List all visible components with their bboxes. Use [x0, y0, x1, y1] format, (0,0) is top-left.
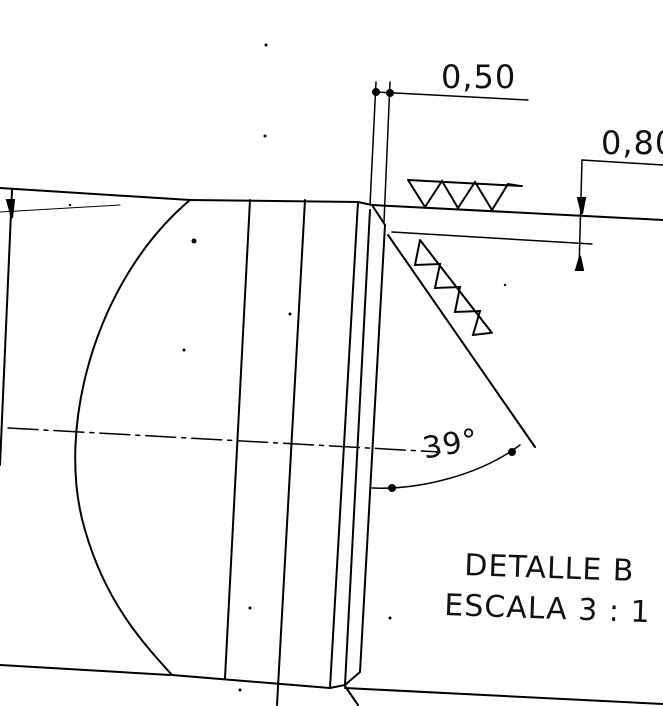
scan-speck — [263, 134, 267, 138]
vertical-line-3 — [329, 201, 359, 689]
scan-speck — [388, 616, 392, 620]
vertical-line-5 — [359, 224, 386, 673]
vertical-line-2 — [276, 199, 306, 706]
gap-leader-line — [375, 91, 529, 101]
height-leader-line — [581, 159, 663, 166]
bottom-edge-line-right — [344, 687, 663, 705]
top-inner-line — [0, 204, 121, 213]
surface-finish-symbol-flank — [413, 239, 493, 337]
surface-finish-symbol-top — [407, 179, 523, 212]
left-dimension-arrow — [5, 199, 16, 219]
vertical-line-1 — [224, 199, 251, 679]
height-arrow-bottom — [574, 255, 585, 271]
gap-arrow-dot-2 — [386, 89, 394, 97]
bottom-edge-line — [0, 664, 171, 676]
top-chamfer — [357, 201, 386, 226]
height-reference-line — [391, 231, 593, 245]
gap-dimension-label: 0,50 — [441, 58, 517, 96]
detail-scale: ESCALA 3 : 1 — [443, 588, 652, 631]
angle-arrow-dot-1 — [388, 484, 396, 492]
bottom-profile-line — [171, 674, 331, 689]
height-dimension-line — [578, 159, 583, 271]
left-dimension-line — [0, 189, 13, 466]
scan-speck — [68, 203, 72, 207]
body-profile-arc — [74, 199, 191, 676]
top-edge-line — [0, 187, 191, 201]
top-edge-line-right — [371, 204, 663, 221]
center-line — [7, 427, 441, 453]
scan-speck — [182, 348, 186, 352]
top-profile-line — [189, 199, 359, 203]
bottom-chamfer — [329, 671, 361, 689]
gap-arrow-dot-1 — [372, 88, 380, 96]
gap-extension-line-2 — [383, 81, 391, 223]
scan-speck — [238, 688, 242, 692]
scan-speck — [191, 238, 197, 244]
height-dimension-label: 0,80 — [601, 124, 663, 162]
scan-speck — [288, 312, 292, 316]
scan-speck — [248, 606, 252, 610]
scan-speck — [264, 43, 268, 47]
height-arrow-top — [576, 197, 587, 215]
flank-line — [387, 234, 536, 448]
gap-extension-line-1 — [369, 81, 377, 206]
angle-arrow-dot-2 — [508, 448, 516, 456]
bottom-tail-line — [344, 685, 359, 706]
detail-title: DETALLE B — [463, 548, 635, 589]
scan-speck — [503, 283, 507, 287]
